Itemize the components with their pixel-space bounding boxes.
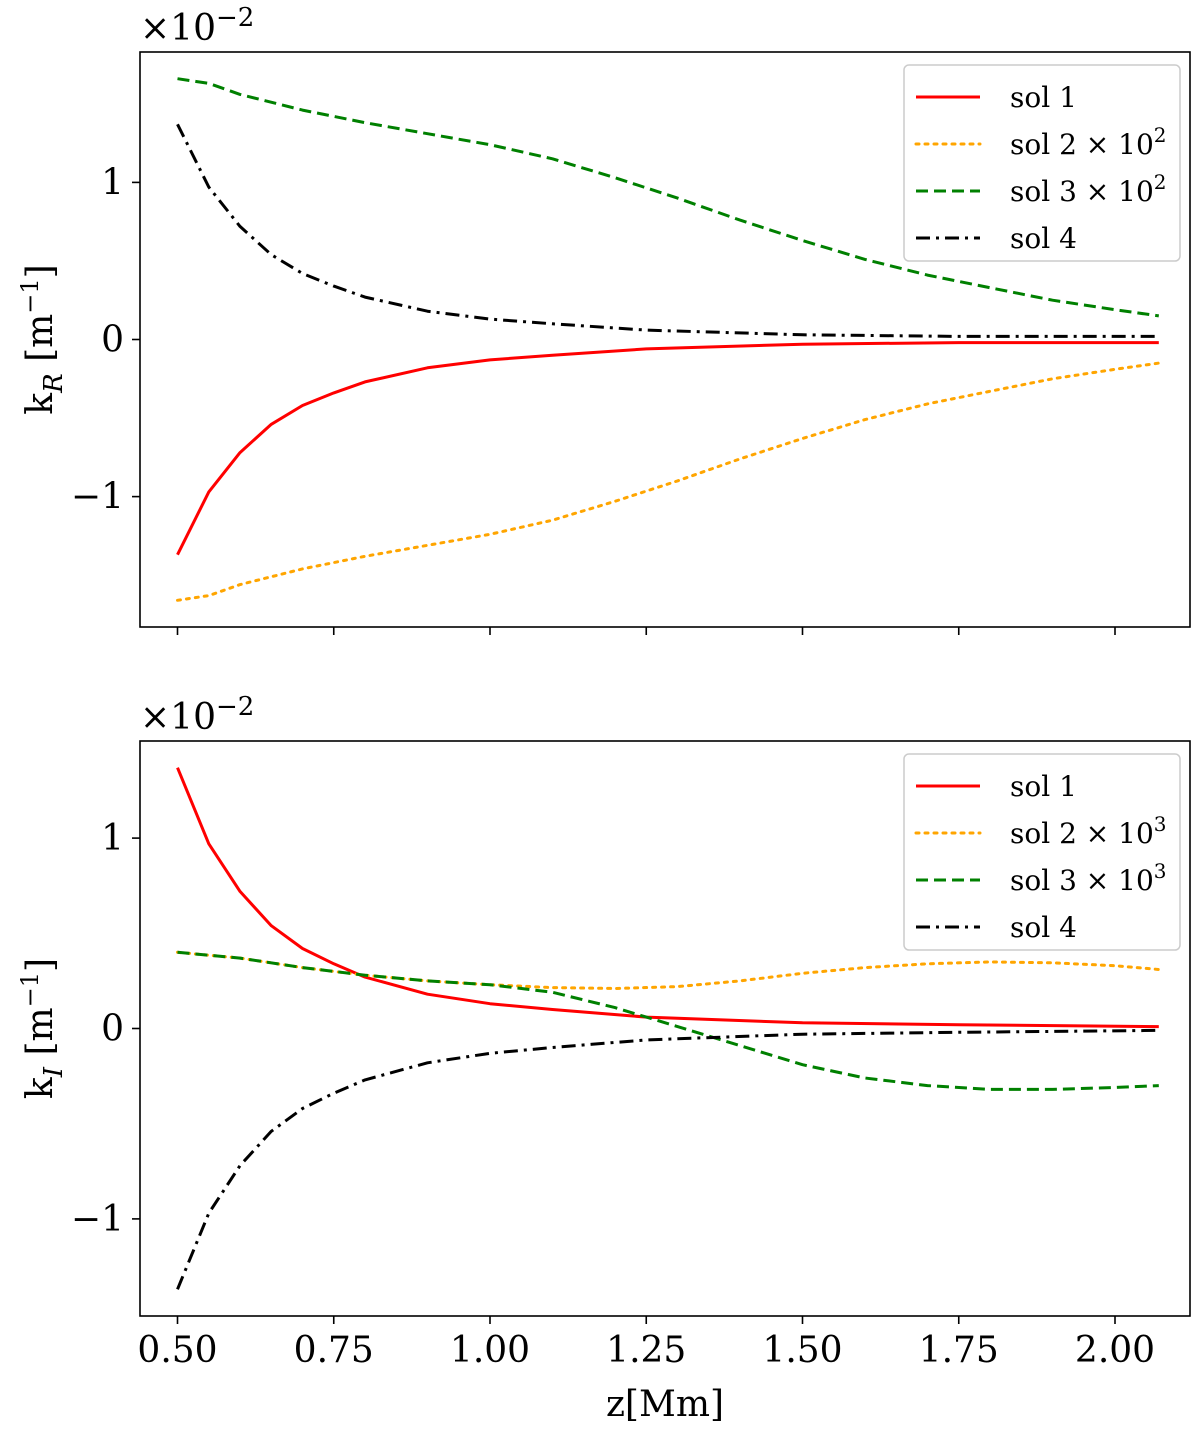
x-tick-label: 1.00 (450, 1330, 530, 1371)
y-tick-label: 1 (101, 818, 124, 859)
legend-exponent: 2 (1154, 123, 1167, 147)
y-tick-label: −1 (71, 477, 124, 518)
legend-exponent: 3 (1154, 812, 1167, 836)
legend-entry: sol 2 × 103 (1010, 812, 1167, 850)
ylabel-subscript: I (39, 1066, 69, 1078)
series-line-sol-4 (176, 123, 1159, 338)
y-tick-label: 1 (101, 162, 124, 203)
series-line-sol-3 (177, 77, 1160, 318)
ylabel-unit-close: ] (20, 958, 61, 972)
y-tick-label: 0 (101, 1009, 124, 1050)
legend-box (903, 753, 1181, 951)
ylabel-subscript: R (39, 373, 69, 394)
multiplier-base: ×10 (140, 697, 216, 738)
legend-entry: sol 4 (1010, 911, 1077, 944)
series-line-sol-2 (176, 361, 1161, 602)
ylabel-unit-close: ] (20, 264, 61, 278)
legend-label: sol 4 (1010, 911, 1077, 944)
legend-label: sol 3 × 10 (1010, 864, 1154, 897)
legend-exponent: 2 (1154, 170, 1167, 194)
multiplier-exponent: −2 (216, 3, 254, 33)
axis-multiplier: ×10−2 (140, 3, 254, 49)
x-tick-label: 1.75 (919, 1330, 999, 1371)
legend-label: sol 1 (1010, 770, 1077, 803)
series-line-sol-3 (177, 950, 1159, 1091)
multiplier-exponent: −2 (216, 692, 254, 722)
legend-label: sol 2 × 10 (1010, 817, 1154, 850)
legend-exponent: 3 (1154, 859, 1167, 883)
ylabel-unit: [m (20, 1007, 61, 1067)
x-tick-label: 0.75 (294, 1330, 374, 1371)
x-tick-label: 2.00 (1075, 1330, 1155, 1371)
legend-entry: sol 3 × 103 (1010, 859, 1167, 897)
legend-entry: sol 3 × 102 (1010, 170, 1167, 208)
series-line-sol-1 (176, 767, 1159, 1029)
legend-label: sol 4 (1010, 222, 1077, 255)
bottom-panel: 0.50 0.75 1.00 1.25 1.50 1.75 2.00 −1 0 1 ×10−2 kI … (16, 692, 1191, 1425)
legend-label: sol 3 × 10 (1010, 175, 1154, 208)
legend-entry: sol 1 (1010, 770, 1077, 803)
legend-entry: sol 2 × 102 (1010, 123, 1167, 161)
ylabel-unit: [m (20, 314, 61, 374)
ylabel-main: k (20, 1076, 61, 1099)
y-tick-label: −1 (71, 1199, 124, 1240)
x-tick-label: 1.50 (762, 1330, 842, 1371)
x-axis-label: z[Mm] (606, 1384, 724, 1425)
ylabel-unit-exponent: −1 (16, 972, 44, 1007)
ylabel-unit-exponent: −1 (16, 278, 44, 313)
legend-label: sol 2 × 10 (1010, 128, 1154, 161)
legend-entry: sol 4 (1010, 222, 1077, 255)
x-tick-label: 0.50 (137, 1330, 217, 1371)
legend-label: sol 1 (1010, 81, 1077, 114)
series-line-sol-1 (176, 341, 1159, 556)
axis-multiplier: ×10−2 (140, 692, 254, 738)
legend-box (903, 64, 1181, 262)
y-axis-label: kR [m−1] (16, 264, 69, 414)
multiplier-base: ×10 (140, 8, 216, 49)
x-tick-label: 1.25 (606, 1330, 686, 1371)
y-tick-label: 0 (101, 320, 124, 361)
series-line-sol-4 (176, 1028, 1159, 1290)
legend-entry: sol 1 (1010, 81, 1077, 114)
series-line-sol-2 (176, 950, 1161, 990)
y-axis-label: kI [m−1] (16, 958, 69, 1099)
ylabel-main: k (20, 392, 61, 415)
